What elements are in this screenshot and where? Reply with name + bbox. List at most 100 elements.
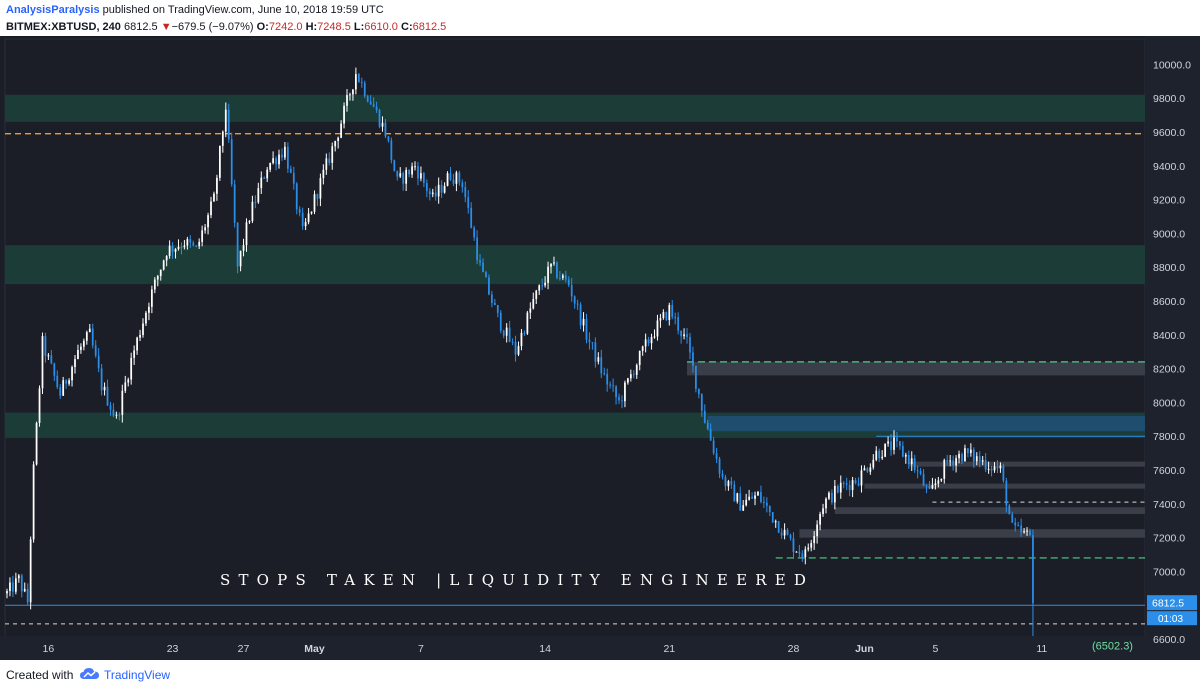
candle-body — [523, 332, 526, 334]
gray-zone-3 — [834, 507, 1145, 515]
candle-body — [872, 459, 875, 468]
candle-body — [112, 409, 115, 416]
candle-body — [700, 394, 703, 411]
price-tick-label: 9400.0 — [1153, 161, 1185, 173]
candle-body — [148, 306, 150, 313]
candle-body — [171, 245, 174, 252]
annotation-text: STOPS TAKEN |LIQUIDITY ENGINEERED — [220, 571, 814, 589]
candle-body — [50, 355, 53, 364]
chart-footer: Created with TradingView — [0, 660, 1200, 689]
price-tick-label: 10000.0 — [1153, 59, 1191, 71]
candle-body — [85, 332, 88, 341]
candle-body — [198, 241, 201, 247]
candle-body — [14, 578, 17, 592]
candle-body — [653, 336, 656, 338]
candle-body — [393, 160, 396, 172]
candle-body — [266, 169, 269, 179]
candle-body — [281, 154, 283, 158]
candle-body — [440, 184, 443, 193]
candle-body — [984, 460, 987, 470]
candle-body — [638, 350, 641, 366]
candle-body — [340, 123, 342, 138]
candle-body — [857, 483, 860, 486]
candle-body — [218, 145, 221, 178]
candle-body — [686, 334, 688, 337]
price-tick-label: 8800.0 — [1153, 262, 1185, 274]
price-tick-label: 7400.0 — [1153, 499, 1185, 511]
candle-body — [922, 473, 925, 486]
candle-body — [32, 464, 35, 540]
candle-body — [913, 458, 916, 470]
candle-body — [570, 285, 573, 297]
candle-body — [629, 374, 632, 379]
candle-body — [431, 192, 434, 195]
candle-body — [597, 357, 600, 362]
price-tick-label: 7000.0 — [1153, 566, 1185, 578]
candle-body — [473, 227, 476, 238]
time-axis[interactable]: 16 23 27 May 7 14 21 28 Jun 5 11 — [0, 636, 1145, 660]
candle-body — [665, 312, 668, 321]
candle-body — [360, 82, 363, 84]
blue-zone — [707, 415, 1145, 432]
candle-body — [437, 184, 440, 197]
price-chart[interactable]: 6600.06800.07000.07200.07400.07600.07800… — [0, 36, 1200, 660]
candle-body — [53, 363, 56, 376]
candle-body — [777, 521, 780, 533]
candle-body — [390, 140, 393, 161]
price-tick-label: 9800.0 — [1153, 93, 1185, 105]
candle-body — [609, 384, 612, 386]
candle-body — [106, 386, 109, 406]
candle-body — [35, 422, 38, 465]
candle-body — [502, 330, 505, 336]
candle-body — [139, 334, 141, 338]
candle-body — [20, 575, 23, 592]
candle-body — [866, 468, 869, 472]
tradingview-brand[interactable]: TradingView — [104, 668, 171, 682]
gray-zone-0 — [687, 361, 1145, 376]
candle-body — [949, 460, 952, 462]
candle-body — [248, 221, 251, 223]
candle-body — [538, 285, 541, 291]
candle-body — [585, 318, 588, 340]
candle-body — [425, 183, 428, 192]
candle-body — [1005, 480, 1008, 506]
candle-body — [813, 536, 816, 544]
candle-body — [186, 239, 189, 246]
candle-body — [508, 327, 511, 342]
price-tick-label: 9000.0 — [1153, 228, 1185, 240]
time-tick-label: 5 — [932, 643, 938, 655]
candle-body — [245, 222, 248, 246]
candle-body — [774, 521, 777, 523]
candle-body — [26, 588, 29, 603]
candle-body — [556, 262, 558, 278]
candle-body — [59, 387, 62, 396]
candle-body — [145, 312, 147, 324]
candle-body — [836, 485, 839, 493]
candle-body — [201, 230, 204, 242]
low-label: L: — [353, 21, 365, 33]
candle-body — [189, 239, 192, 243]
author-name[interactable]: AnalysisParalysis — [6, 4, 100, 16]
candle-body — [233, 184, 236, 223]
candle-body — [591, 342, 594, 344]
candle-body — [695, 365, 697, 389]
target-price-label: (6502.3) — [1092, 641, 1133, 653]
candle-body — [292, 172, 295, 184]
candle-body — [337, 137, 340, 141]
candle-body — [56, 375, 59, 388]
price-tick-label: 8600.0 — [1153, 296, 1185, 308]
candle-body — [387, 136, 390, 141]
candle-body — [354, 74, 357, 90]
candle-body — [80, 346, 82, 351]
candle-body — [349, 94, 351, 96]
candle-body — [180, 246, 183, 248]
price-axis[interactable]: 6600.06800.07000.07200.07400.07600.07800… — [1145, 36, 1200, 660]
candle-body — [41, 336, 44, 389]
candle-body — [763, 502, 765, 504]
candle-body — [801, 553, 804, 558]
candle-body — [564, 275, 567, 280]
candle-body — [109, 405, 112, 410]
candle-body — [768, 505, 771, 513]
candle-body — [757, 491, 759, 496]
candle-body — [967, 448, 969, 453]
